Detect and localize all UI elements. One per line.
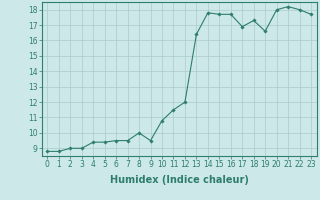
X-axis label: Humidex (Indice chaleur): Humidex (Indice chaleur) bbox=[110, 175, 249, 185]
